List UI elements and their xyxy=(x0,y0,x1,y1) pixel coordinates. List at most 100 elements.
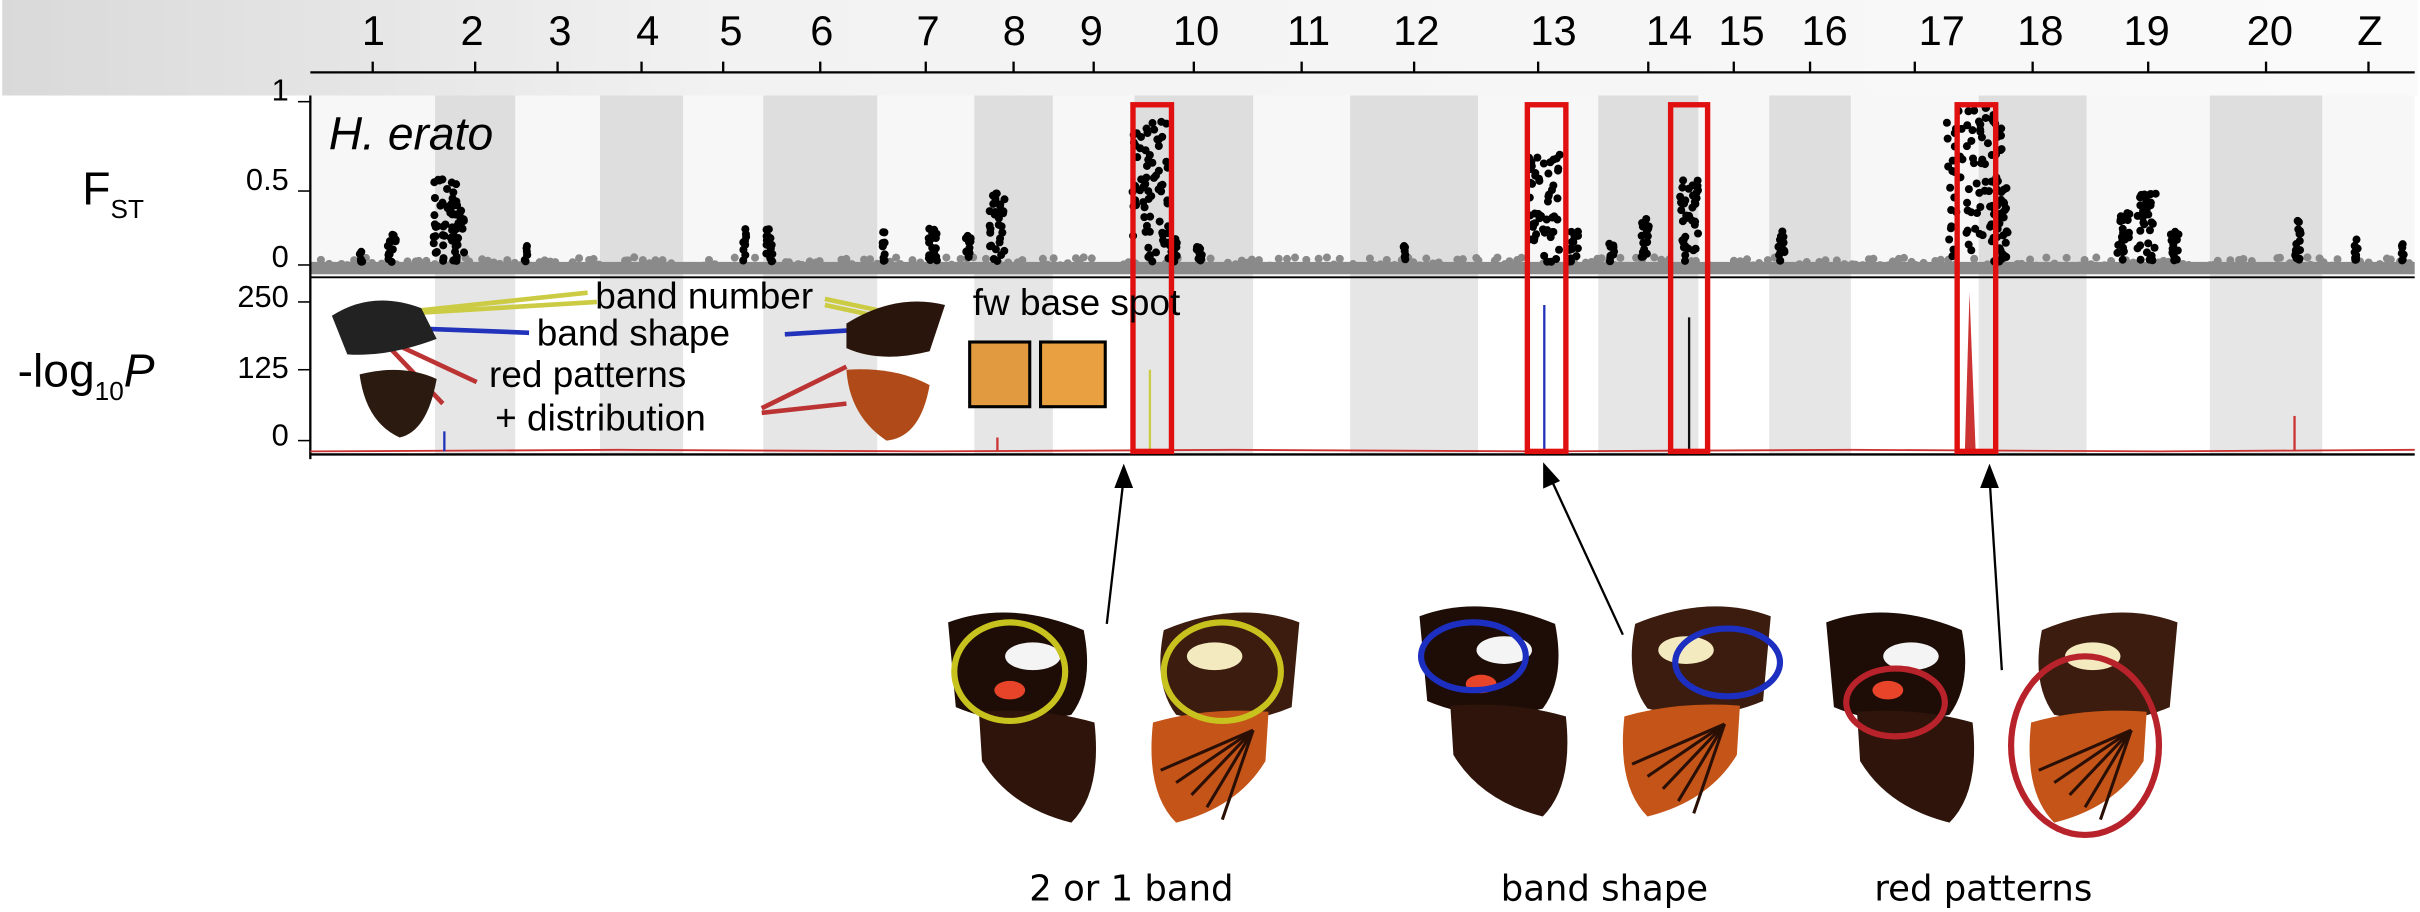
fst-dot xyxy=(389,245,397,253)
fst-dot xyxy=(521,256,529,264)
fst-dot xyxy=(2143,248,2151,256)
bg-dot xyxy=(685,264,693,272)
bg-dot xyxy=(2334,255,2342,263)
chrom-label: Z xyxy=(2357,7,2382,54)
bg-dot xyxy=(1736,257,1744,265)
bg-dot xyxy=(2100,261,2108,269)
bg-dot xyxy=(2257,263,2265,271)
bg-dot xyxy=(1795,260,1803,268)
bg-dot xyxy=(1416,261,1424,269)
red-spot xyxy=(994,681,1025,699)
fst-dot xyxy=(879,242,887,250)
bg-dot xyxy=(1422,255,1430,263)
fst-dot xyxy=(1967,246,1975,254)
bg-dot xyxy=(1622,264,1630,272)
fst-dot xyxy=(450,225,458,233)
fst-dot xyxy=(460,217,468,225)
bg-dot xyxy=(2087,260,2095,268)
fst-dot xyxy=(986,225,994,233)
fst-dot xyxy=(1555,246,1563,254)
fst-dot xyxy=(1544,170,1552,178)
fst-dot xyxy=(436,202,444,210)
bg-dot xyxy=(1679,264,1687,272)
chrom-label: 16 xyxy=(1802,7,1848,54)
fst-dot xyxy=(449,188,457,196)
chrom-label: 2 xyxy=(461,7,484,54)
bg-dot xyxy=(343,261,351,269)
fst-dot xyxy=(741,241,749,249)
fst-dot xyxy=(1139,198,1147,206)
bg-dot xyxy=(422,257,430,265)
fst-shade xyxy=(1350,96,1478,278)
bg-dot xyxy=(1743,255,1751,263)
bg-dot xyxy=(1283,255,1291,263)
fst-dot xyxy=(1947,206,1955,214)
bg-dot xyxy=(1976,262,1984,270)
fst-dot xyxy=(2119,225,2127,233)
fst-dot xyxy=(439,241,447,249)
fst-dot xyxy=(1685,212,1693,220)
bg-dot xyxy=(1697,264,1705,272)
bg-dot xyxy=(1493,254,1501,262)
bg-dot xyxy=(1224,259,1232,267)
bg-dot xyxy=(2026,256,2034,264)
bg-dot xyxy=(2214,257,2222,265)
fst-dot xyxy=(1157,182,1165,190)
fst-dot xyxy=(995,221,1003,229)
bg-dot xyxy=(982,255,990,263)
fst-dot xyxy=(1680,236,1688,244)
bg-dot xyxy=(726,262,734,270)
bg-dot xyxy=(1474,256,1482,264)
chrom-label: 6 xyxy=(810,7,833,54)
fst-dot xyxy=(2174,247,2182,255)
chrom-label: 9 xyxy=(1080,7,1103,54)
fst-dot xyxy=(454,234,462,242)
bg-dot xyxy=(1764,256,1772,264)
fst-dot xyxy=(1146,213,1154,221)
legend-item: band shape xyxy=(537,313,730,354)
fst-dot xyxy=(993,257,1001,265)
chrom-label: 10 xyxy=(1173,7,1219,54)
fst-dot xyxy=(2134,244,2142,252)
spot-label: fw base spot xyxy=(973,282,1181,323)
fst-dot xyxy=(1998,145,2006,153)
bg-dot xyxy=(830,264,838,272)
fst-dot xyxy=(996,234,1004,242)
bg-dot xyxy=(1803,258,1811,266)
p-shade xyxy=(2210,277,2322,454)
fst-dot xyxy=(1150,174,1158,182)
bg-dot xyxy=(1315,255,1323,263)
bg-dot xyxy=(1340,262,1348,270)
figure: FST -log10P 1 0.5 0 250 125 0 H. erato b… xyxy=(0,0,2420,912)
fst-dot xyxy=(1401,253,1409,261)
bg-dot xyxy=(1761,263,1769,271)
fst-dot xyxy=(1981,160,1989,168)
fst-dot xyxy=(987,242,995,250)
bg-dot xyxy=(1963,264,1971,272)
fst-dot xyxy=(358,258,366,266)
band xyxy=(1187,642,1242,670)
fst-dot xyxy=(991,211,999,219)
bg-dot xyxy=(751,254,759,262)
fst-dot xyxy=(449,256,457,264)
bg-dot xyxy=(855,265,863,273)
bg-dot xyxy=(1248,256,1256,264)
fst-dot xyxy=(962,234,970,242)
tick-label: 0 xyxy=(272,418,289,453)
bg-dot xyxy=(2037,265,2045,273)
bg-dot xyxy=(2063,254,2071,262)
fst-dot xyxy=(2295,218,2303,226)
fst-dot xyxy=(1776,257,1784,265)
fst-dot xyxy=(1549,228,1557,236)
bg-dot xyxy=(673,265,681,273)
bg-dot xyxy=(942,254,950,262)
chrom-label: 8 xyxy=(1003,7,1026,54)
fst-dot xyxy=(2125,210,2133,218)
red-spot xyxy=(1872,681,1903,699)
bg-dot xyxy=(1970,255,1978,263)
fst-dot xyxy=(1645,222,1653,230)
fst-dot xyxy=(1970,107,1978,115)
bg-dot xyxy=(1821,256,1829,264)
fst-dot xyxy=(1986,223,1994,231)
fst-dot xyxy=(2352,251,2360,259)
